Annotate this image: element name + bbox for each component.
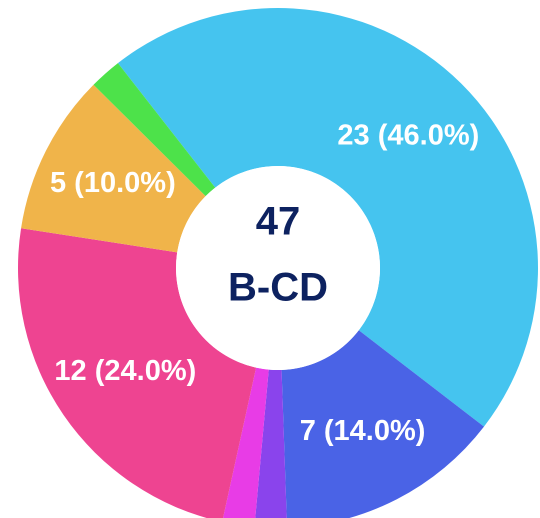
slice	[117, 8, 539, 427]
center-value: 47	[256, 200, 301, 244]
slice	[93, 63, 216, 197]
value-label: 12 (24.0%)	[54, 355, 196, 387]
donut-hole	[176, 166, 380, 370]
slices	[18, 8, 539, 518]
slice	[21, 84, 206, 253]
value-label: 5 (10.0%)	[50, 167, 176, 199]
slice	[223, 367, 269, 518]
slice	[255, 369, 287, 518]
slice	[18, 228, 257, 518]
center-text: B-CD	[228, 266, 328, 310]
value-label: 23 (46.0%)	[337, 119, 479, 151]
value-label: 7 (14.0%)	[300, 415, 426, 447]
slice	[281, 330, 484, 518]
